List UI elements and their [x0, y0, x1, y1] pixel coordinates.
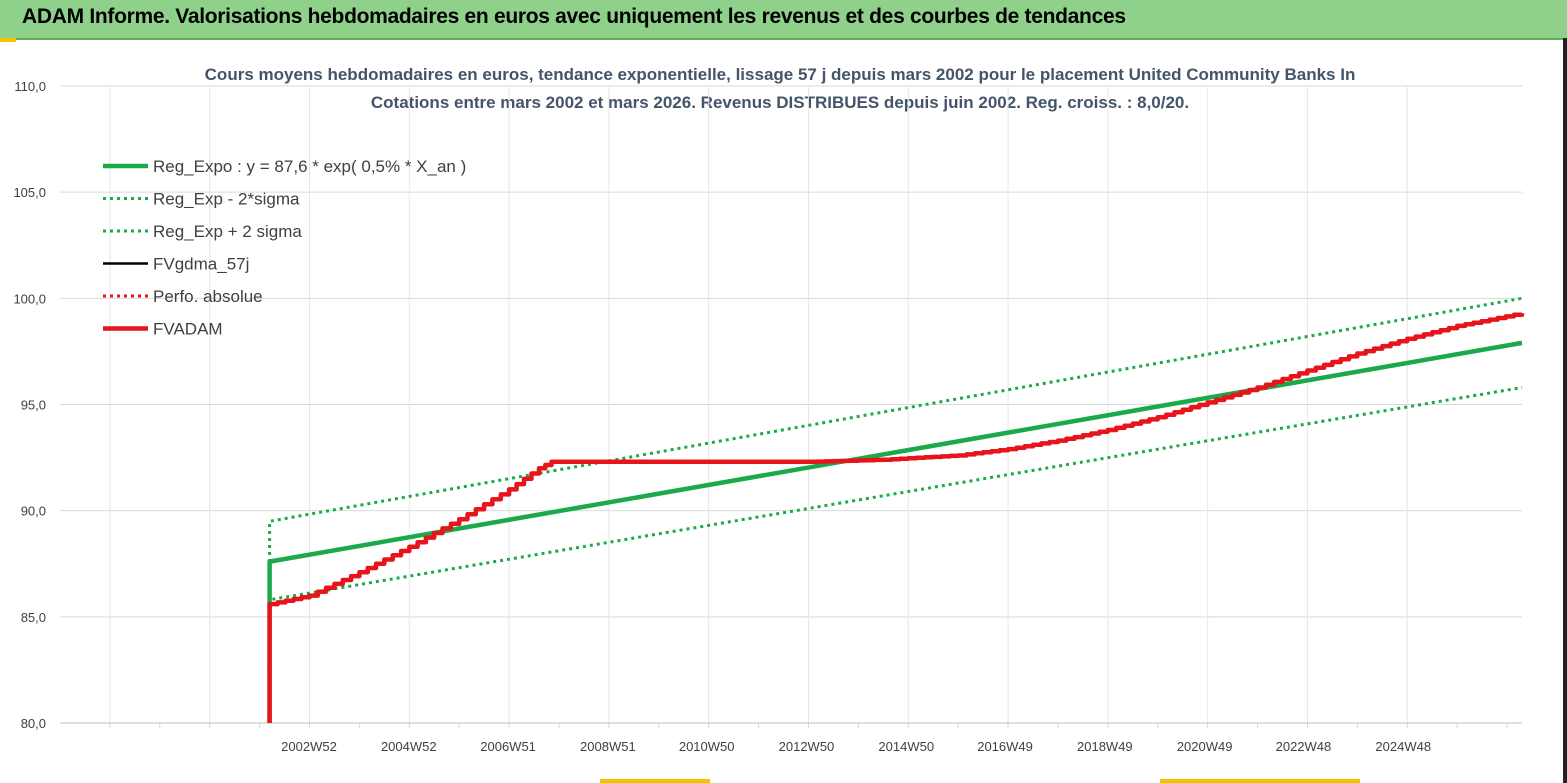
series-lines [267, 296, 1525, 724]
chart: Cours moyens hebdomadaires en euros, ten… [13, 65, 1525, 754]
legend-label: Reg_Expo : y = 87,6 * exp( 0,5% * X_an ) [153, 157, 466, 176]
chart-title-line2: Cotations entre mars 2002 et mars 2026. … [371, 93, 1189, 112]
axes: 80,0 85,0 90,0 95,0 100,0 105,0 110,0 2002W52 20… [13, 79, 1522, 754]
legend-label: FVgdma_57j [153, 255, 249, 274]
legend-label: Perfo. absolue [153, 287, 263, 306]
header-banner: ADAM Informe. Valorisations hebdomadaire… [0, 0, 1567, 40]
legend-label: Reg_Exp + 2 sigma [153, 222, 302, 241]
y-tick-label: 100,0 [13, 291, 46, 306]
corner-accent-left [0, 38, 16, 42]
chart-title-line1: Cours moyens hebdomadaires en euros, ten… [205, 65, 1356, 84]
legend-label: Reg_Exp - 2*sigma [153, 190, 300, 209]
y-tick-label: 80,0 [21, 716, 46, 731]
grid [60, 85, 1522, 728]
x-tick-label: 2010W50 [679, 739, 735, 754]
x-tick-label: 2002W52 [281, 739, 337, 754]
x-tick-label: 2022W48 [1276, 739, 1332, 754]
y-tick-label: 95,0 [21, 398, 46, 413]
y-tick-label: 105,0 [13, 185, 46, 200]
y-tick-label: 90,0 [21, 504, 46, 519]
series-line-0 [267, 340, 1523, 723]
right-border [1563, 38, 1567, 783]
bottom-accent [600, 779, 710, 783]
x-tick-label: 2008W51 [580, 739, 636, 754]
x-tick-label: 2020W49 [1177, 739, 1233, 754]
y-tick-label: 110,0 [14, 79, 46, 94]
x-tick-label: 2018W49 [1077, 739, 1133, 754]
x-tick-label: 2014W50 [878, 739, 934, 754]
bottom-accent-2 [1160, 779, 1360, 783]
x-tick-label: 2004W52 [381, 739, 437, 754]
series-line-5 [267, 312, 1525, 724]
x-tick-label: 2024W48 [1375, 739, 1431, 754]
x-tick-label: 2006W51 [480, 739, 536, 754]
x-tick-label: 2012W50 [779, 739, 835, 754]
legend: Reg_Expo : y = 87,6 * exp( 0,5% * X_an )… [103, 157, 466, 339]
legend-label: FVADAM [153, 320, 223, 339]
y-tick-label: 85,0 [21, 610, 46, 625]
series-line-1 [268, 386, 1523, 723]
page-title: ADAM Informe. Valorisations hebdomadaire… [22, 5, 1126, 28]
x-tick-label: 2016W49 [977, 739, 1033, 754]
